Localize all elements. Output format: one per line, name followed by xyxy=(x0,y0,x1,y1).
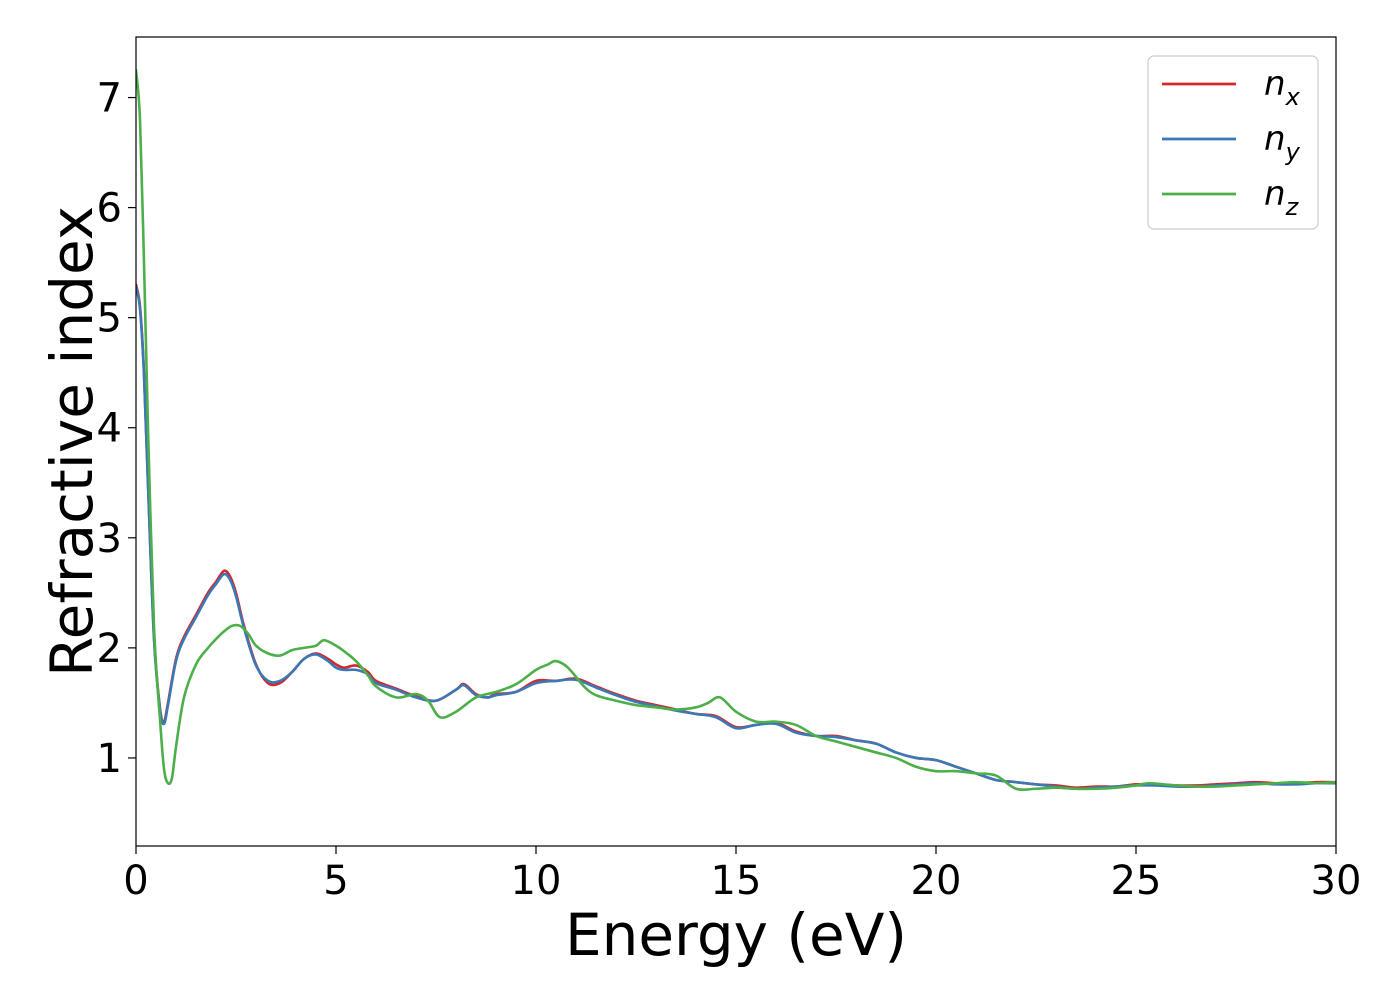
y-axis-label: Refractive index xyxy=(38,206,106,677)
x-tick-label: 30 xyxy=(1311,858,1362,904)
x-tick-label: 5 xyxy=(323,858,348,904)
legend-label-y: ny xyxy=(1264,119,1301,166)
y-tick-label: 5 xyxy=(97,296,122,342)
y-tick-label: 2 xyxy=(97,626,122,672)
x-tick-label: 10 xyxy=(511,858,562,904)
x-tick-label: 20 xyxy=(911,858,962,904)
legend-box xyxy=(1147,55,1319,230)
x-tick-label: 0 xyxy=(123,858,148,904)
y-tick-label: 3 xyxy=(97,516,122,562)
y-tick-label: 7 xyxy=(97,76,122,122)
legend-label-z: nz xyxy=(1264,174,1300,221)
legend: nx ny nz xyxy=(1147,55,1319,230)
x-axis-label: Energy (eV) xyxy=(565,901,907,969)
series-layer xyxy=(136,68,1336,792)
y-tick-label: 1 xyxy=(97,736,122,782)
y-tick-label: 6 xyxy=(97,186,122,232)
x-tick-label: 25 xyxy=(1111,858,1162,904)
x-tick-label: 15 xyxy=(711,858,762,904)
y-axis-ticks: 1 2 3 4 5 6 7 xyxy=(97,76,136,782)
legend-label-x: nx xyxy=(1264,64,1301,111)
series-line-z xyxy=(136,68,1336,792)
x-axis-ticks: 0 5 10 15 20 25 30 xyxy=(123,846,1361,904)
y-tick-label: 4 xyxy=(97,406,122,452)
